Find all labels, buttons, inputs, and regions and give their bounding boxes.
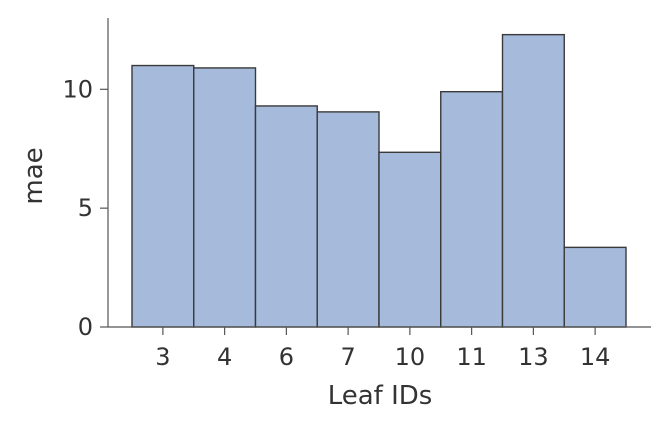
x-ticks-group: 3 4 6 7 10 11 13 14 (155, 327, 610, 371)
y-ticks-group: 0 5 10 (62, 75, 108, 341)
x-axis-title: Leaf IDs (328, 381, 433, 411)
x-tick-label: 13 (518, 343, 549, 371)
axes-group (107, 18, 651, 328)
x-tick-label: 10 (395, 343, 426, 371)
bar-leaf-14 (563, 246, 627, 328)
bar-leaf-6 (254, 105, 318, 328)
x-tick-label: 4 (217, 343, 232, 371)
x-tick-label: 6 (279, 343, 294, 371)
x-tick-label: 11 (456, 343, 487, 371)
x-tick-label: 3 (155, 343, 170, 371)
bar-leaf-7 (316, 111, 380, 328)
y-axis-title: mae (19, 147, 49, 204)
bar-leaf-3 (131, 64, 195, 328)
bars-group (131, 33, 627, 328)
x-tick-label: 7 (340, 343, 355, 371)
y-tick-label: 0 (78, 313, 93, 341)
bar-leaf-10 (378, 151, 442, 328)
y-tick-label: 5 (78, 194, 93, 222)
bar-leaf-11 (440, 90, 504, 328)
x-tick-label: 14 (580, 343, 611, 371)
bar-leaf-4 (193, 67, 257, 328)
y-tick-label: 10 (62, 75, 93, 103)
bar-leaf-13 (501, 33, 565, 328)
